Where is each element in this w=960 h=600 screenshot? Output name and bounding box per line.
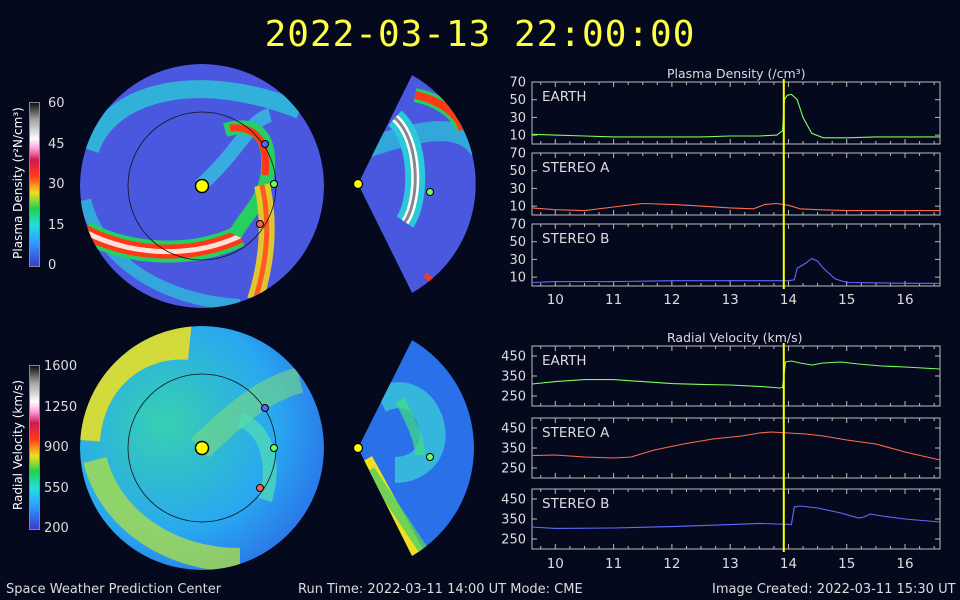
density-y-tick-label: 10: [509, 271, 526, 286]
density-y-tick-label: 70: [509, 147, 526, 162]
stereo-b-position-icon: [261, 404, 269, 412]
density-panel-frame: [531, 223, 941, 287]
velocity-y-tick-label: 450: [501, 493, 526, 508]
velocity-panel-label-stereo-a: STEREO A: [542, 425, 610, 441]
velocity-colorbar: [29, 365, 40, 530]
velocity-tick-1600: 1600: [44, 359, 78, 374]
density-y-tick-label: 70: [509, 218, 526, 233]
density-x-tick-label: 16: [896, 292, 913, 308]
footer-image-created: Image Created: 2022-03-11 15:30 UT: [712, 582, 956, 597]
velocity-y-tick-label: 350: [501, 442, 526, 457]
density-y-tick-label: 10: [509, 129, 526, 144]
density-x-tick-label: 14: [780, 292, 797, 308]
velocity-panel-frame: [531, 345, 941, 407]
stereo-a-position-icon: [256, 220, 264, 228]
density-x-tick-label: 12: [663, 292, 680, 308]
density-tick-60: 60: [48, 96, 65, 111]
earth-position-icon: [270, 180, 278, 188]
footer-organization: Space Weather Prediction Center: [6, 582, 222, 597]
earth-position-icon: [426, 453, 434, 461]
velocity-tick-900: 900: [44, 440, 69, 455]
velocity-y-tick-label: 450: [501, 422, 526, 437]
density-y-tick-label: 50: [509, 164, 526, 179]
velocity-tick-550: 550: [44, 481, 69, 496]
density-tick-45: 45: [48, 137, 65, 152]
density-x-tick-label: 13: [722, 292, 739, 308]
density-x-tick-label: 10: [547, 292, 564, 308]
density-panel-frame: [531, 152, 941, 216]
velocity-chart-title: Radial Velocity (km/s): [667, 330, 803, 345]
earth-position-icon: [426, 188, 434, 196]
velocity-series-stereo-a: [531, 431, 941, 461]
velocity-y-tick-label: 350: [501, 513, 526, 528]
density-panel-frame: [531, 81, 941, 145]
footer-run-info: Run Time: 2022-03-11 14:00 UT Mode: CME: [298, 582, 583, 597]
velocity-x-tick-label: 15: [838, 556, 855, 572]
velocity-tick-200: 200: [44, 521, 69, 536]
density-x-tick-label: 15: [838, 292, 855, 308]
stereo-a-position-icon: [256, 484, 264, 492]
density-tick-15: 15: [48, 218, 65, 233]
density-y-tick-label: 70: [509, 76, 526, 91]
density-tick-30: 30: [48, 177, 65, 192]
velocity-x-tick-label: 13: [722, 556, 739, 572]
earth-position-icon: [270, 444, 278, 452]
density-series-earth: [531, 93, 940, 139]
density-y-tick-label: 10: [509, 200, 526, 215]
simulation-timestamp: 2022-03-13 22:00:00: [264, 14, 696, 55]
density-y-tick-label: 30: [509, 111, 526, 126]
density-panel-label-stereo-a: STEREO A: [542, 160, 610, 176]
density-series-stereo-b: [531, 257, 940, 284]
velocity-x-tick-label: 12: [663, 556, 680, 572]
density-chart-title: Plasma Density (/cm³): [667, 66, 806, 81]
velocity-y-tick-label: 250: [501, 390, 526, 405]
velocity-x-tick-label: 16: [896, 556, 913, 572]
density-y-tick-label: 30: [509, 253, 526, 268]
sun-icon: [194, 178, 210, 194]
sun-icon: [352, 178, 364, 190]
velocity-x-tick-label: 14: [780, 556, 797, 572]
sun-icon: [194, 440, 210, 456]
velocity-y-tick-label: 250: [501, 462, 526, 477]
velocity-y-tick-label: 350: [501, 370, 526, 385]
density-y-tick-label: 50: [509, 93, 526, 108]
density-y-tick-label: 30: [509, 182, 526, 197]
density-panel-label-stereo-b: STEREO B: [542, 231, 609, 247]
density-colorbar: [29, 102, 40, 267]
density-series-stereo-a: [531, 202, 940, 212]
density-panel-label-earth: EARTH: [542, 89, 587, 105]
velocity-series-earth: [531, 360, 941, 389]
density-x-tick-label: 11: [605, 292, 622, 308]
sun-icon: [352, 442, 364, 454]
velocity-x-tick-label: 10: [547, 556, 564, 572]
velocity-meridional-plane: [358, 340, 475, 556]
density-tick-0: 0: [48, 258, 57, 273]
velocity-panel-label-stereo-b: STEREO B: [542, 496, 609, 512]
velocity-series-stereo-b: [531, 505, 941, 529]
velocity-y-tick-label: 250: [501, 533, 526, 548]
density-y-tick-label: 50: [509, 235, 526, 250]
stereo-b-position-icon: [261, 140, 269, 148]
velocity-panel-label-earth: EARTH: [542, 353, 587, 369]
velocity-x-tick-label: 11: [605, 556, 622, 572]
velocity-y-tick-label: 450: [501, 350, 526, 365]
velocity-tick-1250: 1250: [44, 400, 78, 415]
